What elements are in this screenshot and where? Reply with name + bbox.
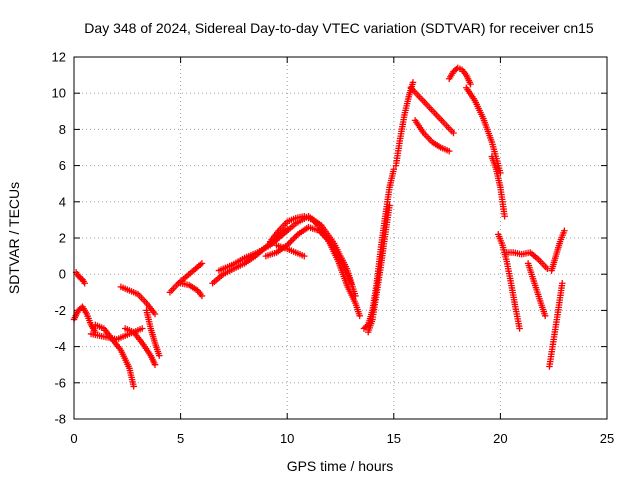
data-point bbox=[501, 213, 508, 220]
y-axis-label: SDTVAR / TECUs bbox=[6, 182, 22, 294]
data-point bbox=[81, 280, 88, 287]
y-tick-label: 6 bbox=[59, 158, 66, 173]
y-tick-label: -6 bbox=[54, 375, 66, 390]
y-tick-label: 2 bbox=[59, 231, 66, 246]
data-point bbox=[497, 169, 504, 177]
data-points bbox=[70, 64, 568, 390]
series-arc-27 bbox=[546, 280, 566, 370]
data-point bbox=[156, 352, 163, 359]
x-tick-label: 10 bbox=[280, 431, 294, 446]
data-point bbox=[516, 325, 523, 332]
x-tick-label: 5 bbox=[177, 431, 184, 446]
series-arc-17 bbox=[392, 79, 417, 169]
series-arc-21 bbox=[463, 84, 504, 177]
series-arc-26 bbox=[548, 227, 568, 274]
series-arc-2 bbox=[72, 269, 88, 287]
series-arc-5 bbox=[117, 283, 159, 318]
series-arc-19 bbox=[411, 117, 453, 155]
x-tick-label: 25 bbox=[600, 431, 614, 446]
data-point bbox=[541, 312, 549, 320]
series-arc-25 bbox=[524, 260, 549, 320]
series-arc-13 bbox=[262, 223, 355, 287]
y-tick-label: 0 bbox=[59, 267, 66, 282]
data-point bbox=[356, 312, 363, 320]
data-point bbox=[467, 80, 474, 88]
data-point bbox=[409, 79, 417, 86]
series-arc-9 bbox=[177, 280, 206, 300]
series-arc-8 bbox=[166, 260, 206, 296]
data-point bbox=[151, 361, 159, 368]
series-arc-24 bbox=[501, 249, 551, 273]
data-point bbox=[198, 292, 206, 300]
data-point bbox=[445, 147, 453, 155]
y-tick-label: 4 bbox=[59, 194, 66, 209]
series-arc-20 bbox=[445, 64, 474, 88]
data-point bbox=[347, 280, 355, 287]
data-point bbox=[450, 129, 457, 137]
plot-frame bbox=[73, 56, 608, 420]
series-arc-14 bbox=[273, 241, 308, 260]
series-arc-4 bbox=[92, 321, 137, 390]
data-point bbox=[151, 310, 159, 318]
y-tick-label: -4 bbox=[54, 339, 66, 354]
series-arc-18 bbox=[407, 84, 457, 137]
grid-lines bbox=[74, 57, 607, 419]
series-arc-22 bbox=[488, 153, 508, 220]
series-arc-23 bbox=[495, 231, 523, 332]
data-point bbox=[130, 383, 137, 390]
x-tick-label: 0 bbox=[70, 431, 77, 446]
x-axis-label: GPS time / hours bbox=[287, 458, 394, 474]
y-tick-label: -2 bbox=[54, 303, 66, 318]
data-point bbox=[138, 325, 146, 332]
data-point bbox=[390, 165, 398, 173]
series-arc-1 bbox=[70, 303, 99, 336]
axis-ticks: 0 5 10 15 20 25 -8 -6 -4 -2 0 2 4 6 8 10 12 bbox=[52, 50, 615, 447]
data-point bbox=[386, 202, 393, 209]
y-tick-label: -8 bbox=[54, 412, 66, 427]
series-arc-16 bbox=[364, 202, 393, 336]
series-arc-15 bbox=[360, 165, 398, 332]
series-arc-7 bbox=[143, 307, 163, 359]
data-point bbox=[561, 227, 568, 235]
x-tick-label: 15 bbox=[387, 431, 401, 446]
y-tick-label: 10 bbox=[52, 86, 66, 101]
y-tick-label: 12 bbox=[52, 50, 66, 65]
chart-title: Day 348 of 2024, Sidereal Day-to-day VTE… bbox=[84, 20, 594, 36]
y-tick-label: 8 bbox=[59, 122, 66, 137]
x-tick-label: 20 bbox=[493, 431, 507, 446]
data-point bbox=[558, 280, 566, 287]
data-point bbox=[301, 252, 308, 260]
series-arc-6 bbox=[121, 325, 159, 368]
data-point bbox=[198, 260, 206, 267]
